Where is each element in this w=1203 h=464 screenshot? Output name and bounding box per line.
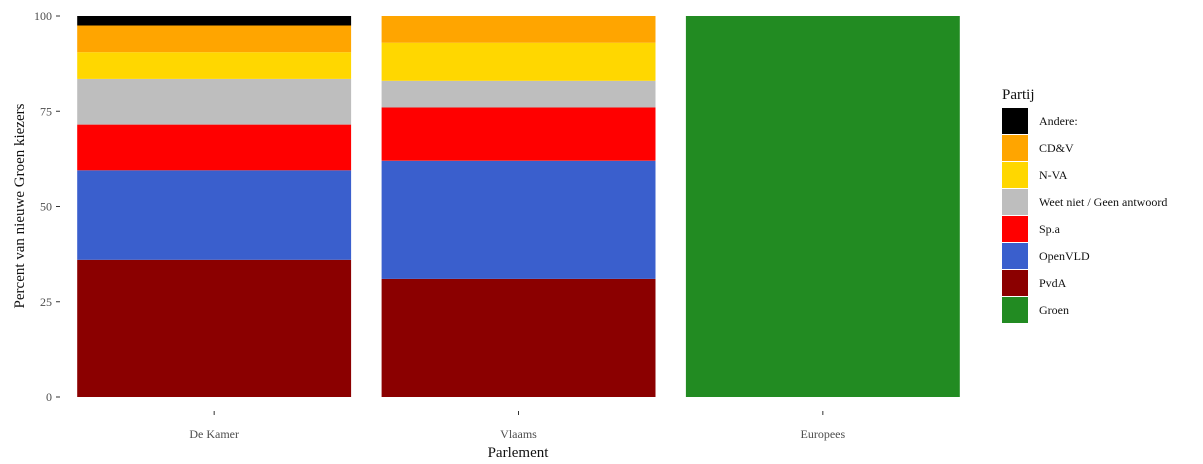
bar-segment [77,78,352,125]
x-axis: De Kamer Vlaams Europees [189,411,845,441]
bar-segment [381,16,656,43]
legend-label: CD&V [1039,141,1074,155]
bar-segment [77,52,352,79]
x-tick-label: Vlaams [500,427,537,441]
y-axis: 0 25 50 75 100 [34,9,60,404]
x-axis-title: Parlement [488,445,550,461]
plot-area [77,16,960,397]
bar-segment [381,107,656,161]
bar-segment [77,124,352,171]
legend-label: N-VA [1039,168,1068,182]
x-tick-label: De Kamer [189,427,239,441]
legend-label: Groen [1039,303,1069,317]
bar-segment [381,278,656,397]
legend-swatch [1002,297,1028,323]
legend-label: OpenVLD [1039,249,1090,263]
y-axis-title: Percent van nieuwe Groen kiezers [12,103,28,308]
legend-swatch [1002,135,1028,161]
legend-swatch [1002,270,1028,296]
bar-segment [77,25,352,53]
bar-segment [381,42,656,81]
legend-swatch [1002,216,1028,242]
legend-swatch [1002,243,1028,269]
bar-segment [77,16,352,26]
y-tick-label: 50 [40,200,52,214]
bar-segment [685,16,960,397]
legend-swatch [1002,108,1028,134]
bar-segment [381,160,656,279]
bar-segment [381,80,656,108]
x-tick-label: Europees [801,427,846,441]
legend-label: Sp.a [1039,222,1061,236]
legend-label: Weet niet / Geen antwoord [1039,195,1167,209]
y-tick-label: 75 [40,104,52,118]
legend-swatch [1002,189,1028,215]
legend-swatch [1002,162,1028,188]
legend-label: Andere: [1039,114,1078,128]
legend-label: PvdA [1039,276,1067,290]
legend: Partij Andere: CD&V N-VA Weet niet / Geen a… [1002,87,1167,323]
y-tick-label: 100 [34,9,52,23]
legend-title: Partij [1002,87,1035,103]
bar-segment [77,259,352,397]
y-tick-label: 0 [46,390,52,404]
bar-segment [77,170,352,260]
y-tick-label: 25 [40,295,52,309]
